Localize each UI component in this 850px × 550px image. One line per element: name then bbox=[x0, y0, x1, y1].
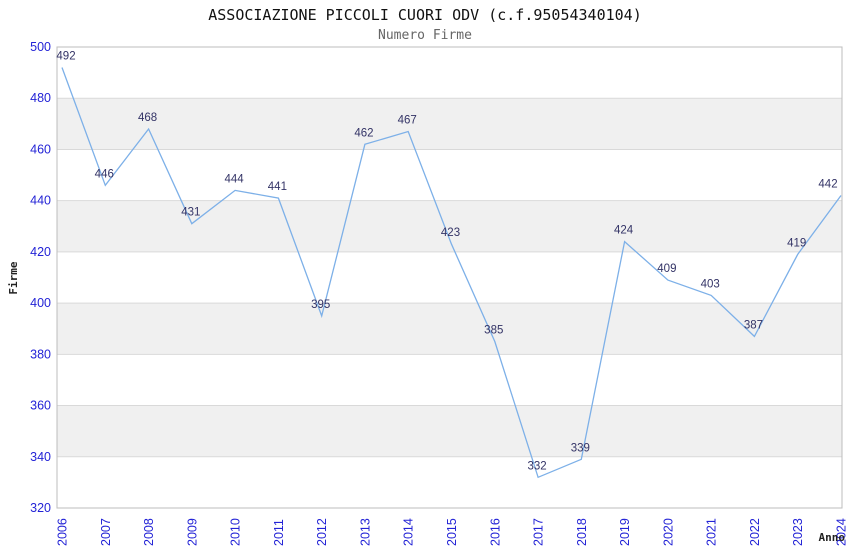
x-tick-label: 2019 bbox=[618, 518, 632, 546]
x-tick-label: 2009 bbox=[185, 518, 199, 546]
x-tick-label: 2014 bbox=[402, 518, 416, 546]
chart-title: ASSOCIAZIONE PICCOLI CUORI ODV (c.f.9505… bbox=[208, 6, 642, 24]
data-label: 492 bbox=[56, 50, 75, 62]
y-tick-label: 400 bbox=[30, 296, 51, 310]
y-tick-label: 320 bbox=[30, 501, 51, 515]
series-line bbox=[61, 67, 842, 479]
x-tick-label: 2008 bbox=[142, 518, 156, 546]
data-label: 423 bbox=[441, 227, 460, 239]
data-label: 431 bbox=[181, 207, 200, 219]
x-tick-label: 2017 bbox=[532, 518, 546, 546]
data-label: 424 bbox=[614, 225, 634, 237]
plot-band bbox=[57, 303, 842, 355]
x-tick-label: 2022 bbox=[748, 518, 762, 546]
x-tick-label: 2021 bbox=[705, 518, 719, 546]
x-tick-label: 2018 bbox=[575, 518, 589, 546]
plot-frame bbox=[56, 46, 843, 509]
data-label: 387 bbox=[744, 319, 763, 331]
data-label: 468 bbox=[138, 112, 157, 124]
x-tick-label: 2020 bbox=[661, 518, 675, 546]
chart-subtitle: Numero Firme bbox=[378, 28, 472, 43]
x-tick-label: 2024 bbox=[835, 518, 849, 546]
y-tick-label: 340 bbox=[30, 450, 51, 464]
plot-band bbox=[57, 98, 842, 150]
data-label: 395 bbox=[311, 299, 330, 311]
y-tick-label: 500 bbox=[30, 40, 51, 54]
y-tick-label: 420 bbox=[30, 245, 51, 259]
x-tick-label: 2023 bbox=[791, 518, 805, 546]
data-label: 442 bbox=[818, 179, 837, 191]
data-label: 339 bbox=[571, 442, 590, 454]
x-tick-label: 2011 bbox=[272, 519, 286, 546]
y-tick-label: 380 bbox=[30, 347, 51, 361]
y-tick-label: 440 bbox=[30, 194, 51, 208]
data-label: 409 bbox=[657, 263, 676, 275]
data-label: 385 bbox=[484, 325, 503, 337]
data-label: 419 bbox=[787, 237, 806, 249]
x-tick-label: 2013 bbox=[358, 518, 372, 546]
data-label: 446 bbox=[95, 168, 114, 180]
x-tick-label: 2016 bbox=[488, 518, 502, 546]
y-tick-label: 460 bbox=[30, 142, 51, 156]
data-label: 332 bbox=[527, 460, 546, 472]
data-label: 403 bbox=[701, 278, 720, 290]
data-label: 462 bbox=[354, 127, 373, 139]
x-tick-label: 2007 bbox=[99, 518, 113, 546]
plot-band bbox=[57, 200, 842, 252]
x-tick-label: 2006 bbox=[56, 518, 70, 546]
x-tick-label: 2012 bbox=[315, 518, 329, 546]
y-axis-label: Firme bbox=[7, 261, 20, 295]
data-label: 444 bbox=[225, 173, 245, 185]
x-axis-label: Anno bbox=[818, 531, 846, 544]
data-label: 467 bbox=[398, 115, 417, 127]
x-tick-label: 2010 bbox=[229, 518, 243, 546]
plot-band bbox=[57, 405, 842, 457]
y-tick-label: 480 bbox=[30, 91, 51, 105]
x-tick-label: 2015 bbox=[445, 518, 459, 546]
data-label: 441 bbox=[268, 181, 287, 193]
y-tick-label: 360 bbox=[30, 399, 51, 413]
